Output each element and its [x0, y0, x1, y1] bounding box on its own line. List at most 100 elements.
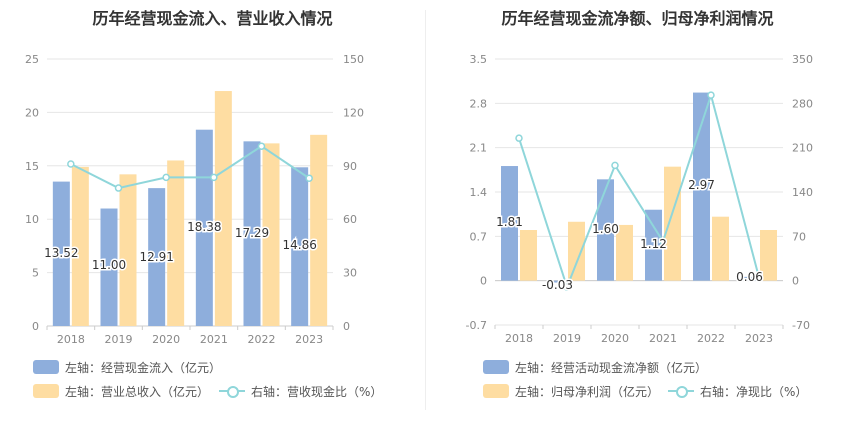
- data-label-2021: 18.38: [187, 220, 221, 234]
- y-left-tick-label: 2.8: [470, 97, 488, 110]
- x-tick-label: 2021: [200, 333, 228, 346]
- legend-label: 左轴：营业总收入（亿元）: [65, 384, 210, 399]
- legend-item-revenue[interactable]: 左轴：营业总收入（亿元）: [33, 383, 209, 399]
- cash-inflow-revenue-chart: 0 5 10 15 20 25 0 30 60 90 120 150 2018 2019 2020 2021 2…: [25, 53, 364, 346]
- line-point-2021: [659, 237, 667, 246]
- line-point-2019: [563, 283, 571, 291]
- data-label-2020: 1.60: [592, 222, 619, 236]
- bar-2021-s1: [214, 91, 232, 326]
- x-tick-label: 2019: [553, 332, 581, 345]
- legend-label: 右轴：营收现金比（%）: [251, 384, 383, 399]
- line-point-2021: [210, 173, 218, 182]
- y-right-tick-label: 280: [792, 97, 813, 110]
- line-point-2019: [114, 184, 123, 192]
- data-label-2022: 17.29: [235, 226, 269, 240]
- y-right-tick-label: 30: [343, 267, 357, 280]
- y-right-tick-label: 70: [792, 230, 806, 243]
- legend-item-net-cash-ratio[interactable]: 右轴：净现比（%）: [668, 383, 807, 399]
- chart-title: 历年经营现金流净额、归母净利润情况: [501, 9, 774, 28]
- y-right-tick-label: 0: [343, 320, 350, 333]
- bar-2022-s0: [243, 141, 261, 326]
- bar-2023-s1: [760, 230, 777, 281]
- y-left-tick-label: -0.7: [466, 319, 487, 332]
- bar-2023-s0: [741, 276, 758, 281]
- legend-swatch: [219, 384, 245, 398]
- bar-2018-s1: [520, 230, 537, 281]
- bar-2019-s1: [119, 174, 137, 326]
- bar-2020-s1: [616, 224, 633, 281]
- y-left-tick-label: 1.4: [470, 186, 488, 199]
- x-tick-label: 2018: [57, 333, 85, 346]
- bar-2018-s1: [71, 166, 89, 326]
- legend-swatch: [668, 384, 694, 398]
- y-right-tick-label: -70: [792, 319, 810, 332]
- y-left-tick-label: 20: [25, 106, 39, 119]
- y-right-tick-label: 150: [343, 53, 364, 66]
- y-left-tick-label: 2.1: [470, 142, 488, 155]
- y-left-tick-label: 0: [32, 320, 39, 333]
- chart-title: 历年经营现金流入、营业收入情况: [92, 9, 333, 28]
- legend-swatch: [33, 360, 59, 374]
- line-point-2018: [515, 134, 523, 142]
- legend-label: 左轴：经营活动现金流净额（亿元）: [515, 360, 708, 375]
- y-right-tick-label: 140: [792, 186, 813, 199]
- y-left-tick-label: 0: [480, 275, 487, 288]
- y-left-tick-label: 10: [25, 213, 39, 226]
- x-tick-label: 2022: [248, 333, 276, 346]
- panel-divider: [425, 10, 426, 410]
- x-tick-label: 2022: [697, 332, 725, 345]
- legend-swatch: [483, 360, 509, 374]
- legend-item-cash-ratio[interactable]: 右轴：营收现金比（%）: [219, 383, 382, 399]
- bar-2020-s0: [148, 188, 166, 326]
- net-cash-flow-profit-panel: 历年经营现金流净额、归母净利润情况 -0.7 0 0.7 1.4 2.1 2.8 3.5 -7…: [425, 0, 850, 437]
- y-right-tick-label: 210: [792, 142, 813, 155]
- bar-2023-s0: [291, 167, 309, 326]
- data-label-2023: 0.06: [736, 270, 763, 284]
- y-left-tick-label: 15: [25, 160, 39, 173]
- data-label-2021: 1.12: [640, 237, 667, 251]
- legend-label: 左轴：经营现金流入（亿元）: [65, 360, 222, 375]
- y-right-tick-label: 120: [343, 106, 364, 119]
- legend-item-cash-inflow[interactable]: 左轴：经营现金流入（亿元）: [33, 359, 221, 375]
- y-left-tick-label: 3.5: [470, 53, 488, 66]
- legend-item-net-profit[interactable]: 左轴：归母净利润（亿元）: [483, 383, 659, 399]
- bar-2021-s1: [664, 166, 681, 281]
- x-tick-label: 2023: [295, 333, 323, 346]
- data-label-2022: 2.97: [688, 178, 715, 192]
- line-point-2020: [611, 161, 619, 170]
- x-tick-label: 2020: [152, 333, 180, 346]
- legend-swatch: [483, 384, 509, 398]
- x-tick-label: 2019: [105, 333, 133, 346]
- net-cash-flow-profit-chart: -0.7 0 0.7 1.4 2.1 2.8 3.5 -70 0 70 140 210 280 350 20…: [466, 53, 813, 345]
- series-line: [70, 145, 310, 190]
- legend-item-net-cash-flow[interactable]: 左轴：经营活动现金流净额（亿元）: [483, 359, 707, 375]
- line-point-2020: [162, 173, 170, 182]
- line-point-2022: [257, 142, 266, 150]
- y-right-tick-label: 60: [343, 213, 357, 226]
- line-point-2023: [305, 174, 313, 183]
- bar-2022-s1: [712, 216, 729, 281]
- line-point-2023: [755, 273, 763, 282]
- x-tick-label: 2023: [745, 332, 773, 345]
- y-left-tick-label: 25: [25, 53, 39, 66]
- y-left-tick-label: 0.7: [470, 230, 488, 243]
- data-label-2023: 14.86: [282, 238, 316, 252]
- legend-label: 右轴：净现比（%）: [700, 384, 808, 399]
- bar-2019-s1: [568, 221, 585, 281]
- y-right-tick-label: 0: [792, 275, 799, 288]
- y-right-tick-label: 350: [792, 53, 813, 66]
- bar-2021-s0: [195, 129, 213, 326]
- y-left-tick-label: 5: [32, 267, 39, 280]
- bar-2021-s0: [645, 209, 662, 281]
- data-label-2019: 11.00: [92, 258, 126, 272]
- bar-2020-s0: [597, 179, 614, 281]
- bar-2018-s0: [52, 181, 70, 326]
- line-point-2022: [707, 91, 715, 99]
- legend-swatch: [33, 384, 59, 398]
- data-label-2020: 12.91: [139, 250, 173, 264]
- data-label-2018: 13.52: [44, 246, 78, 260]
- data-label-2018: 1.81: [496, 215, 523, 229]
- series-line: [518, 91, 760, 290]
- cash-inflow-revenue-panel: 历年经营现金流入、营业收入情况 0 5 10 15 20 25 0 30 60 90 120 150 2…: [25, 9, 382, 399]
- y-right-tick-label: 90: [343, 160, 357, 173]
